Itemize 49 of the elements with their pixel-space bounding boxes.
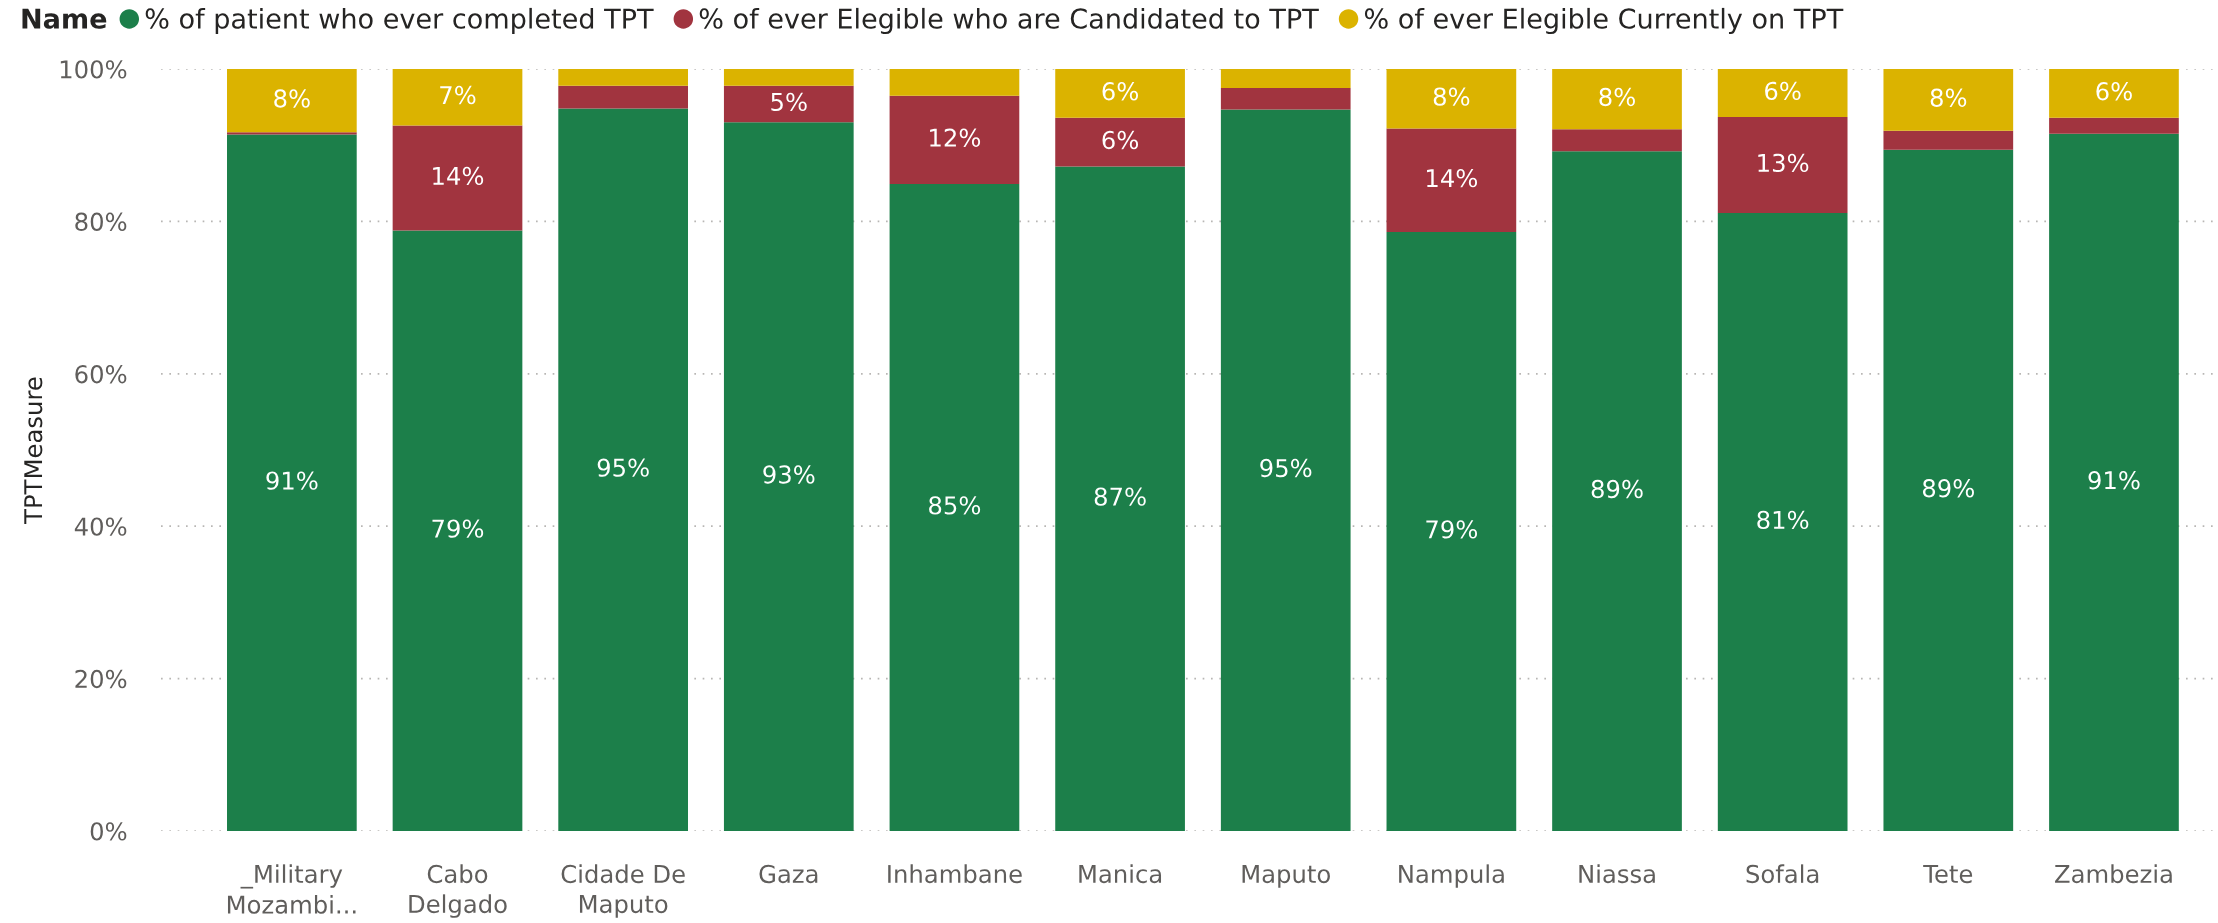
y-tick-label: 100% [60,60,127,79]
data-label: 85% [929,496,981,515]
data-label: 95% [1260,458,1312,478]
legend-label: % of ever Elegible Currently on TPT [1364,7,1844,35]
data-label: 8% [274,89,310,108]
data-label: 6% [1102,130,1139,150]
data-label: 6% [1765,81,1801,101]
data-label: 8% [1930,88,1967,107]
x-tick-label: Tete [1923,865,1973,884]
x-tick-label: Cidade De Maputo [561,864,685,918]
x-tick-label: Cabo Delgado [409,864,507,918]
data-label: 6% [2096,82,2132,101]
legend-label: % of ever Elegible who are Candidated to TPT [699,7,1319,35]
x-tick-label: Gaza [759,864,818,884]
data-label: 14% [1427,168,1478,188]
data-label: 6% [1102,82,1139,101]
y-tick-label: 60% [75,364,127,384]
data-label: 8% [1433,87,1470,106]
data-label: 7% [440,85,476,105]
y-tick-label: 20% [75,669,127,689]
data-label: 93% [763,465,815,484]
data-label: 81% [1757,510,1809,530]
x-tick-label: Manica [1079,864,1162,884]
x-tick-label: Inhambane [888,864,1022,884]
y-axis-title: TPTMeasure [24,377,43,524]
data-label: 8% [1599,87,1635,107]
data-label: 91% [266,471,318,490]
data-label: 79% [1426,520,1478,539]
data-label: 89% [1591,479,1643,499]
data-label: 14% [433,166,484,186]
y-tick-label: 0% [90,822,127,841]
data-label: 87% [1094,487,1146,506]
data-label: 12% [930,128,981,147]
y-tick-label: 80% [75,212,127,231]
data-label: 91% [2088,471,2140,490]
y-tick-label: 40% [74,517,127,536]
data-label: 95% [597,458,649,477]
data-label: 5% [771,92,807,112]
x-tick-label: Zambezia [2055,864,2172,884]
x-tick-label: Nampula [1399,864,1504,888]
data-label: 79% [432,519,484,538]
legend-title: Name [22,8,107,29]
x-tick-label: Maputo [1242,865,1330,888]
data-label: 89% [1922,479,1974,498]
legend-label: % of patient who ever completed TPT [145,7,654,35]
data-label: 13% [1758,153,1809,173]
x-tick-label: _Military Mozambi... [227,864,356,914]
x-tick-label: Sofala [1746,864,1819,884]
x-tick-label: Niassa [1579,864,1655,884]
